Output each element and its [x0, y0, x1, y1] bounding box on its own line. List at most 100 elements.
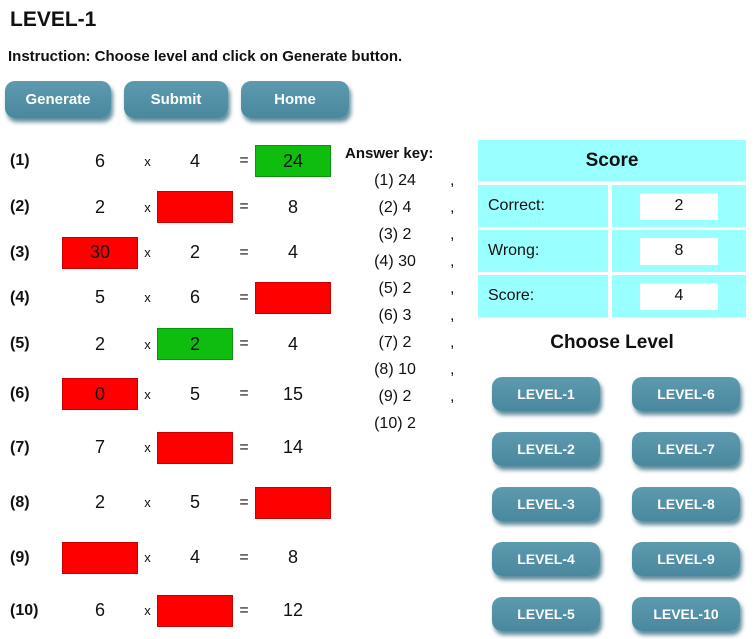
- multiply-sign: x: [144, 199, 151, 215]
- result-value: 8: [287, 547, 298, 567]
- toolbar: Generate Submit Home: [5, 81, 349, 118]
- answer-box[interactable]: 30: [62, 236, 138, 269]
- choose-level-heading: Choose Level: [550, 332, 674, 353]
- result-value: 15: [282, 383, 304, 404]
- equals-sign: =: [239, 335, 249, 352]
- level-button-10[interactable]: LEVEL-10: [632, 597, 740, 631]
- score-label: Score:: [478, 275, 608, 317]
- equals-sign: =: [239, 493, 249, 511]
- answer-box[interactable]: 24: [255, 145, 331, 177]
- multiply-sign: x: [144, 550, 151, 565]
- operand-1: 6: [94, 600, 105, 620]
- operand-2: 6: [189, 287, 200, 307]
- operand-1: 2: [94, 196, 105, 217]
- multiply-sign: x: [144, 245, 151, 260]
- equals-sign: =: [239, 601, 249, 619]
- problem-row-4: (4) 5 x 6 =: [0, 275, 340, 320]
- operand-2: 5: [189, 383, 200, 404]
- answer-box[interactable]: 2: [157, 328, 233, 360]
- wrong-label: Wrong:: [478, 230, 608, 272]
- home-button[interactable]: Home: [241, 81, 349, 118]
- answer-box[interactable]: [157, 594, 233, 627]
- equals-sign: =: [239, 438, 249, 456]
- multiply-sign: x: [144, 495, 151, 510]
- problem-row-2: (2) 2 x = 8: [0, 184, 340, 230]
- problem-number: (10): [10, 601, 39, 619]
- answer-key-entry: (9) 2,: [378, 387, 455, 405]
- problem-row-8: (8) 2 x 5 =: [0, 475, 340, 530]
- problem-number: (3): [10, 243, 30, 261]
- page-title: LEVEL-1: [10, 8, 97, 31]
- problem-row-9: (9) x 4 = 8: [0, 530, 340, 585]
- multiply-sign: x: [144, 336, 151, 352]
- operand-2: 2: [189, 242, 200, 262]
- problem-row-10: (10) 6 x = 12: [0, 585, 340, 636]
- operand-1: 5: [94, 287, 105, 307]
- generate-button[interactable]: Generate: [5, 81, 111, 118]
- problem-row-1: (1) 6 x 4 = 24: [0, 138, 340, 184]
- equals-sign: =: [239, 385, 249, 402]
- level-button-4[interactable]: LEVEL-4: [492, 542, 600, 576]
- problem-row-3: (3) 30 x 2 = 4: [0, 230, 340, 275]
- answer-key-entry: (3) 2,: [378, 225, 455, 243]
- operand-2: 4: [189, 547, 200, 567]
- problem-number: (1): [10, 152, 30, 169]
- answer-box[interactable]: [255, 486, 331, 519]
- operand-2: 5: [189, 492, 200, 512]
- correct-label: Correct:: [478, 185, 608, 227]
- level-button-7[interactable]: LEVEL-7: [632, 432, 740, 466]
- level-button-3[interactable]: LEVEL-3: [492, 487, 600, 521]
- level-button-6[interactable]: LEVEL-6: [632, 377, 740, 411]
- equals-sign: =: [239, 243, 249, 261]
- score-panel: Score Correct: 2 Wrong: 8 Score: 4: [478, 140, 746, 320]
- problem-number: (5): [10, 335, 30, 352]
- score-value: 4: [640, 282, 718, 310]
- answer-key: Answer key: (1) 24, (2) 4, (3) 2, (4) 30…: [340, 145, 472, 437]
- answer-key-entry: (10) 2: [374, 414, 416, 432]
- submit-button[interactable]: Submit: [124, 81, 228, 118]
- answer-key-entry: (4) 30,: [374, 252, 455, 270]
- equals-sign: =: [239, 152, 249, 169]
- answer-key-entry: (6) 3,: [378, 306, 455, 324]
- result-value: 14: [282, 437, 304, 457]
- problem-number: (7): [10, 438, 30, 456]
- multiply-sign: x: [144, 386, 151, 402]
- score-row-wrong: Wrong: 8: [478, 230, 746, 272]
- answer-box[interactable]: [62, 541, 138, 574]
- multiply-sign: x: [144, 153, 151, 169]
- level-button-9[interactable]: LEVEL-9: [632, 542, 740, 576]
- score-panel-title: Score: [478, 140, 746, 181]
- problems-list: (1) 6 x 4 = 24 (2) 2 x = 8 (3) 30 x 2 = …: [0, 138, 340, 636]
- answer-key-heading: Answer key:: [345, 145, 434, 162]
- correct-value: 2: [640, 192, 718, 220]
- answer-key-entry: (2) 4,: [378, 198, 455, 216]
- answer-box[interactable]: [255, 281, 331, 314]
- wrong-value: 8: [640, 237, 718, 265]
- problem-number: (9): [10, 548, 30, 566]
- level-button-8[interactable]: LEVEL-8: [632, 487, 740, 521]
- problem-row-7: (7) 7 x = 14: [0, 420, 340, 475]
- problem-number: (8): [10, 493, 30, 511]
- score-row-score: Score: 4: [478, 275, 746, 317]
- level-button-1[interactable]: LEVEL-1: [492, 377, 600, 411]
- result-value: 4: [287, 242, 298, 262]
- problem-row-6: (6) 0 x 5 = 15: [0, 368, 340, 420]
- multiply-sign: x: [144, 603, 151, 618]
- answer-key-entry: (7) 2,: [378, 333, 455, 351]
- equals-sign: =: [239, 548, 249, 566]
- problem-number: (2): [10, 198, 30, 215]
- answer-key-entry: (1) 24,: [374, 171, 455, 189]
- level-button-2[interactable]: LEVEL-2: [492, 432, 600, 466]
- answer-box[interactable]: 0: [62, 378, 138, 410]
- answer-key-entry: (5) 2,: [378, 279, 455, 297]
- multiply-sign: x: [144, 290, 151, 305]
- operand-2: 4: [189, 150, 200, 171]
- answer-box[interactable]: [157, 431, 233, 464]
- operand-1: 2: [94, 492, 105, 512]
- equals-sign: =: [239, 198, 249, 215]
- answer-box[interactable]: [157, 191, 233, 223]
- level-buttons: LEVEL-1 LEVEL-2 LEVEL-3 LEVEL-4 LEVEL-5 …: [492, 377, 740, 631]
- result-value: 8: [287, 196, 298, 217]
- problem-number: (6): [10, 385, 30, 402]
- level-button-5[interactable]: LEVEL-5: [492, 597, 600, 631]
